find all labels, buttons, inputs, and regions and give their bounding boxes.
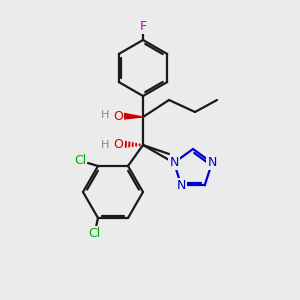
Text: Cl: Cl xyxy=(74,154,86,166)
Text: O: O xyxy=(113,110,123,122)
Text: O: O xyxy=(113,137,123,151)
Text: F: F xyxy=(140,20,147,32)
Text: H: H xyxy=(101,140,109,150)
Text: N: N xyxy=(177,179,186,192)
Text: H: H xyxy=(101,110,109,120)
Polygon shape xyxy=(119,112,143,119)
Text: N: N xyxy=(169,156,179,169)
Text: N: N xyxy=(207,156,217,169)
Text: Cl: Cl xyxy=(88,227,100,241)
